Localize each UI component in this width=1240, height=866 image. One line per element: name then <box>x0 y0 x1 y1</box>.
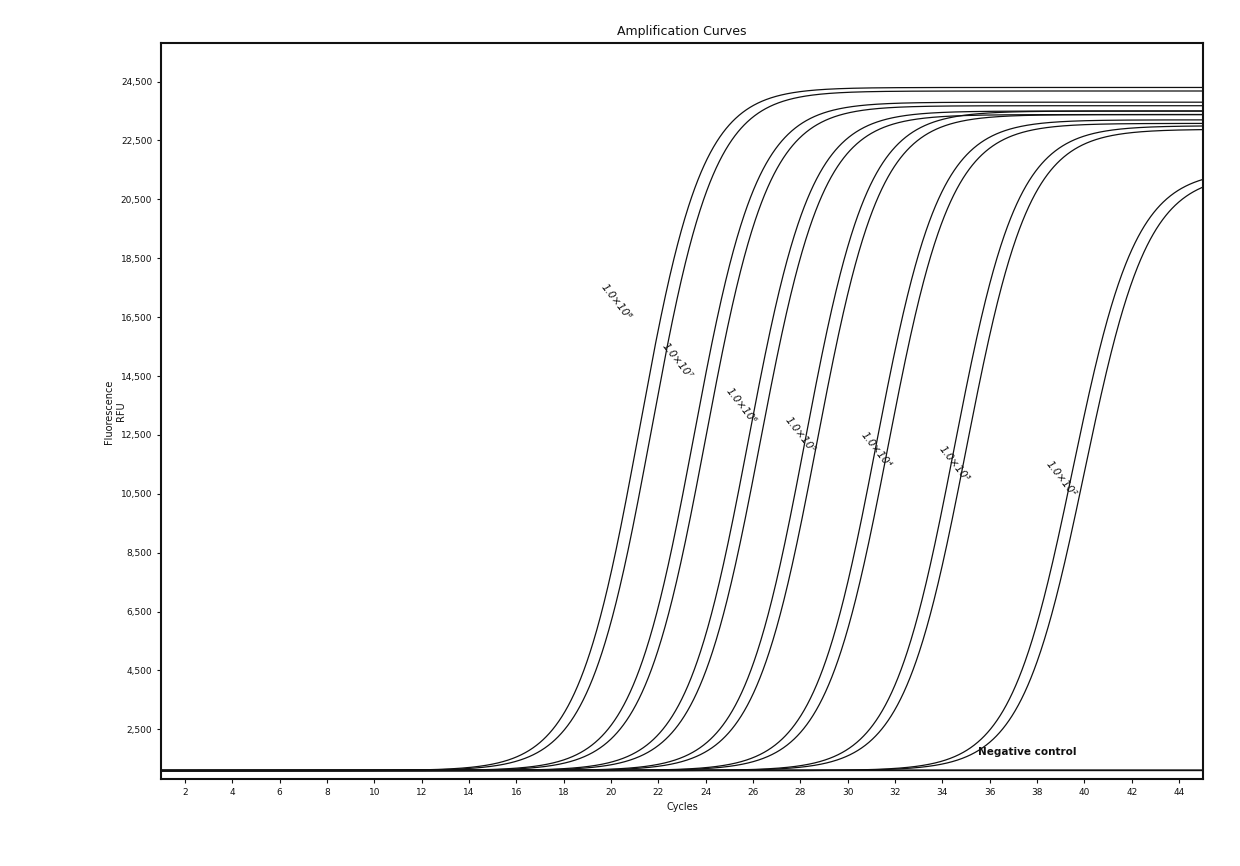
Text: 1.0×10⁵: 1.0×10⁵ <box>784 415 817 455</box>
Text: 1.0×10⁶: 1.0×10⁶ <box>724 385 758 425</box>
Text: 1.0×10³: 1.0×10³ <box>937 444 971 484</box>
Text: 1.0×10²: 1.0×10² <box>1044 459 1078 499</box>
X-axis label: Cycles: Cycles <box>666 802 698 811</box>
Title: Amplification Curves: Amplification Curves <box>618 25 746 38</box>
Text: 1.0×10⁴: 1.0×10⁴ <box>859 430 893 469</box>
Y-axis label: Fluorescence
RFU: Fluorescence RFU <box>104 379 126 443</box>
Text: 1.0×10⁷: 1.0×10⁷ <box>660 341 694 381</box>
Text: 1.0×10⁸: 1.0×10⁸ <box>599 282 632 322</box>
Text: Negative control: Negative control <box>978 747 1076 757</box>
